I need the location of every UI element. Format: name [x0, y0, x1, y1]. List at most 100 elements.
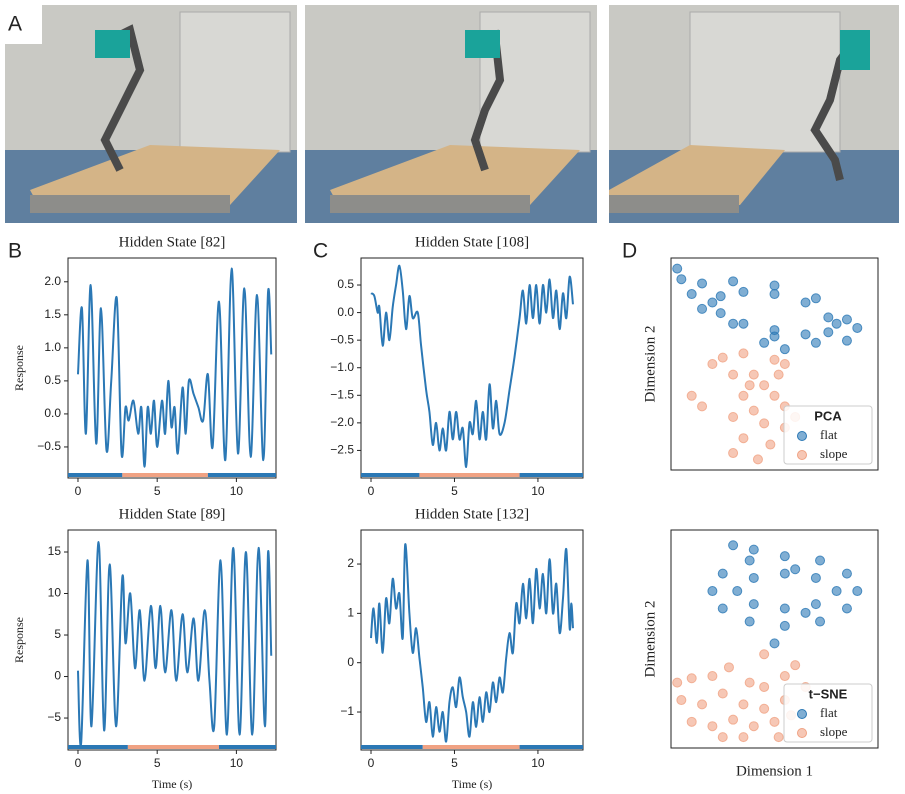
label-box	[0, 0, 42, 44]
x-axis-label: Time (s)	[452, 777, 493, 791]
line	[76, 267, 273, 468]
legend-label: flat	[820, 705, 838, 720]
plot-frame	[67, 529, 277, 751]
chart-title: Hidden State [108]	[415, 234, 529, 250]
phase-bar	[68, 473, 123, 477]
line	[370, 264, 574, 468]
y-tick-label: 1.0	[44, 340, 61, 354]
point	[841, 314, 852, 325]
point	[773, 369, 784, 380]
legend-marker	[797, 709, 807, 719]
y-tick-label: −5	[47, 710, 61, 724]
point	[744, 555, 755, 566]
point	[738, 699, 749, 710]
legend-marker	[797, 450, 807, 460]
point	[779, 603, 790, 614]
point	[717, 568, 728, 579]
point	[759, 418, 770, 429]
point	[717, 732, 728, 743]
point	[841, 603, 852, 614]
line	[76, 541, 273, 747]
panel-label: C	[313, 240, 328, 263]
point	[769, 716, 780, 727]
point	[697, 699, 708, 710]
y-tick-label: −1	[340, 704, 354, 718]
point	[697, 278, 708, 289]
y-tick-label: −2.5	[330, 443, 354, 457]
x-tick-label: 0	[368, 484, 375, 498]
photo-3	[609, 5, 899, 223]
point	[728, 412, 739, 422]
y-tick-label: 0.0	[44, 406, 61, 420]
x-axis-label: Dimension 1	[736, 763, 813, 779]
x-tick-label: 0	[75, 484, 82, 498]
phase-bar	[422, 745, 520, 749]
legend-marker	[797, 431, 807, 441]
y-tick-label: 0.5	[337, 277, 354, 291]
point	[779, 344, 790, 355]
point	[717, 688, 728, 699]
point	[831, 586, 842, 597]
legend: PCA flat slope	[783, 405, 873, 465]
y-tick-label: −1.5	[330, 387, 354, 401]
x-tick-label: 0	[75, 756, 82, 770]
line	[370, 543, 574, 743]
point	[759, 380, 770, 391]
point	[738, 390, 749, 401]
point	[790, 660, 801, 671]
y-tick-label: 1.5	[44, 307, 61, 321]
phase-bar	[122, 473, 208, 477]
point	[744, 380, 755, 391]
point	[765, 439, 776, 450]
point	[748, 544, 759, 555]
y-tick-label: 2.0	[44, 274, 61, 288]
point	[815, 555, 826, 566]
point	[738, 348, 749, 359]
point	[769, 289, 780, 300]
y-tick-label: 0.5	[44, 373, 61, 387]
point	[728, 448, 739, 459]
point	[779, 671, 790, 682]
legend-title: t−SNE	[809, 686, 848, 701]
point	[769, 325, 780, 336]
legend-label: flat	[820, 427, 838, 442]
y-tick-label: −0.5	[330, 332, 354, 346]
point	[738, 433, 749, 444]
point	[697, 303, 708, 314]
y-tick-label: −1.0	[330, 360, 354, 374]
point	[707, 359, 718, 369]
point	[686, 390, 697, 401]
point	[676, 274, 687, 285]
x-axis-label: Time (s)	[152, 777, 193, 791]
point	[723, 662, 734, 673]
point	[707, 671, 718, 682]
point	[769, 280, 780, 291]
point	[831, 318, 842, 329]
point	[759, 703, 770, 714]
point	[823, 312, 834, 323]
phase-bar	[519, 473, 583, 477]
point	[697, 401, 708, 412]
y-tick-label: −2.0	[330, 415, 354, 429]
point	[759, 337, 770, 348]
phase-bar	[419, 473, 520, 477]
x-tick-label: 5	[451, 756, 458, 770]
point	[779, 359, 790, 369]
point	[744, 616, 755, 627]
point	[732, 586, 743, 597]
point	[707, 721, 718, 732]
chart-title: Hidden State [132]	[415, 506, 529, 522]
phase-bar	[218, 745, 276, 749]
point	[800, 329, 811, 340]
point	[790, 564, 801, 575]
point	[738, 732, 749, 743]
point	[728, 318, 739, 329]
point	[748, 369, 759, 380]
point	[672, 677, 683, 688]
point	[823, 327, 834, 338]
photo-1	[5, 5, 297, 223]
point	[773, 732, 784, 743]
x-tick-label: 10	[230, 484, 244, 498]
phase-bar	[68, 745, 128, 749]
